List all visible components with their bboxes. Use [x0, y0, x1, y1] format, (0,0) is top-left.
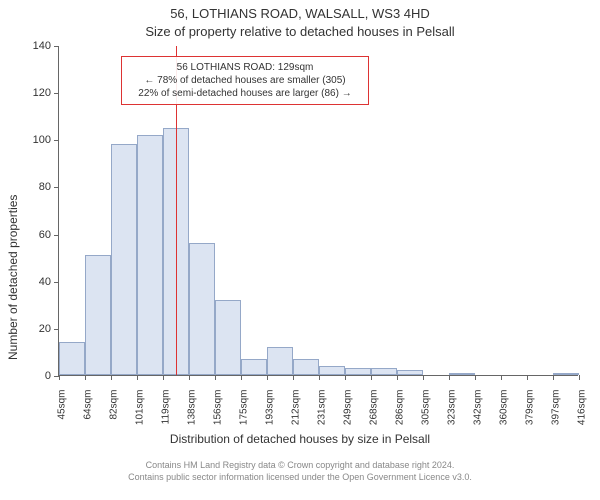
- ytick-line: [54, 93, 59, 94]
- ytick-line: [54, 235, 59, 236]
- histogram-bar: [553, 373, 579, 375]
- histogram-bar: [371, 368, 397, 375]
- xtick-line: [475, 375, 476, 380]
- histogram-bar: [189, 243, 215, 375]
- xtick-line: [345, 375, 346, 380]
- histogram-bar: [267, 347, 293, 375]
- ytick-line: [54, 140, 59, 141]
- ytick-label: 20: [39, 323, 51, 335]
- ytick-line: [54, 187, 59, 188]
- xtick-line: [267, 375, 268, 380]
- annotation-box: 56 LOTHIANS ROAD: 129sqm← 78% of detache…: [121, 56, 369, 105]
- histogram-bar: [449, 373, 475, 375]
- histogram-bar: [137, 135, 163, 375]
- ytick-label: 140: [33, 40, 51, 52]
- ytick-label: 120: [33, 87, 51, 99]
- histogram-bar: [345, 368, 371, 375]
- histogram-bar: [241, 359, 267, 376]
- ytick-label: 0: [45, 370, 51, 382]
- ytick-line: [54, 329, 59, 330]
- y-axis-label: Number of detached properties: [6, 195, 20, 360]
- histogram-bar: [397, 370, 423, 375]
- xtick-line: [215, 375, 216, 380]
- histogram-bar: [111, 144, 137, 375]
- chart-footer: Contains HM Land Registry data © Crown c…: [0, 460, 600, 483]
- annotation-line2: ← 78% of detached houses are smaller (30…: [128, 74, 362, 87]
- xtick-line: [397, 375, 398, 380]
- xtick-line: [137, 375, 138, 380]
- histogram-bar: [319, 366, 345, 375]
- chart-title-line1: 56, LOTHIANS ROAD, WALSALL, WS3 4HD: [0, 6, 600, 21]
- histogram-bar: [215, 300, 241, 375]
- histogram-bar: [293, 359, 319, 376]
- ytick-label: 100: [33, 134, 51, 146]
- xtick-line: [553, 375, 554, 380]
- histogram-bar: [85, 255, 111, 375]
- xtick-line: [423, 375, 424, 380]
- xtick-line: [293, 375, 294, 380]
- annotation-line1: 56 LOTHIANS ROAD: 129sqm: [128, 61, 362, 74]
- ytick-label: 80: [39, 181, 51, 193]
- xtick-line: [163, 375, 164, 380]
- x-axis-label: Distribution of detached houses by size …: [0, 432, 600, 446]
- ytick-line: [54, 282, 59, 283]
- annotation-line3: 22% of semi-detached houses are larger (…: [128, 87, 362, 100]
- xtick-line: [111, 375, 112, 380]
- ytick-label: 60: [39, 229, 51, 241]
- xtick-line: [579, 375, 580, 380]
- xtick-line: [85, 375, 86, 380]
- xtick-line: [189, 375, 190, 380]
- xtick-line: [527, 375, 528, 380]
- histogram-bar: [59, 342, 85, 375]
- xtick-line: [449, 375, 450, 380]
- xtick-line: [371, 375, 372, 380]
- footer-line1: Contains HM Land Registry data © Crown c…: [0, 460, 600, 472]
- xtick-line: [241, 375, 242, 380]
- xtick-line: [59, 375, 60, 380]
- xtick-line: [501, 375, 502, 380]
- ytick-line: [54, 46, 59, 47]
- chart-plot-area: 02040608010012014045sqm64sqm82sqm101sqm1…: [58, 46, 578, 376]
- ytick-label: 40: [39, 276, 51, 288]
- xtick-line: [319, 375, 320, 380]
- footer-line2: Contains public sector information licen…: [0, 472, 600, 484]
- chart-title-line2: Size of property relative to detached ho…: [0, 24, 600, 39]
